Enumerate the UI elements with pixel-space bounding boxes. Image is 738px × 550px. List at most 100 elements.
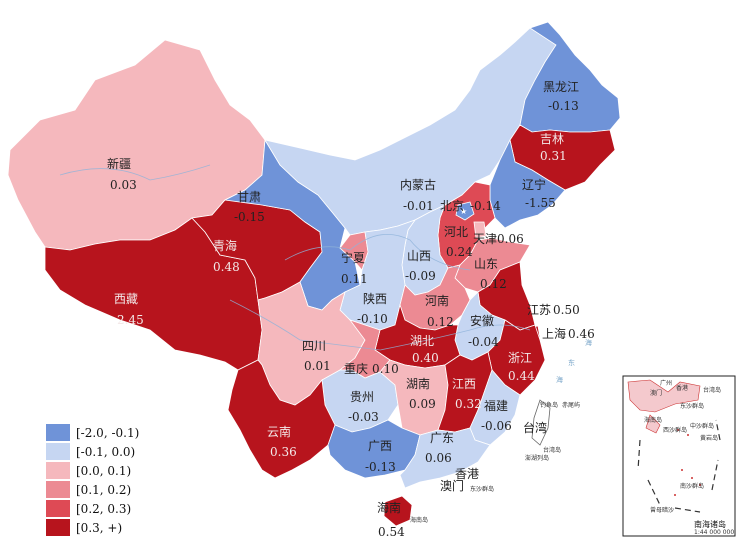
value-xizang: 2.45 <box>117 313 144 327</box>
label-taiwan-island: 台湾岛 <box>543 446 561 454</box>
label-beijing: 北京 <box>440 199 464 213</box>
label-neimenggu: 内蒙古 <box>400 177 436 192</box>
inset-scale: 1:44 000 000 <box>694 529 734 536</box>
value-shanghai: 0.46 <box>568 327 595 341</box>
inset-label-zhongsha: 中沙群岛 <box>690 422 714 430</box>
province-fujian <box>469 369 521 446</box>
legend-swatch <box>46 424 70 441</box>
label-chongqing: 重庆 <box>344 362 368 376</box>
province-beijing <box>455 201 475 221</box>
legend-label: [0.0, 0.1) <box>76 464 131 478</box>
label-penghu: 澎湖列岛 <box>525 454 549 462</box>
legend-swatch <box>46 519 70 536</box>
value-shandong: 0.12 <box>480 277 507 291</box>
label-jiangxi: 江西 <box>452 377 476 391</box>
value-hebei: 0.24 <box>446 245 473 259</box>
legend-label: [-0.1, 0.0) <box>76 445 135 459</box>
river-yangtze <box>229 299 531 351</box>
label-shaanxi: 陕西 <box>363 291 387 306</box>
legend-label: [0.1, 0.2) <box>76 483 131 497</box>
inset-hainan <box>645 414 661 434</box>
label-dongsha: 东沙群岛 <box>470 485 494 493</box>
value-beijing: -0.14 <box>470 199 501 213</box>
label-henan: 河南 <box>425 293 449 308</box>
value-liaoning: -1.55 <box>525 196 556 210</box>
value-tianjin: 0.06 <box>497 232 524 246</box>
river-xinjiang <box>59 164 211 181</box>
label-diaoyu: 钓鱼岛 <box>540 401 558 409</box>
label-liaoning: 辽宁 <box>522 177 546 192</box>
value-neimenggu: -0.01 <box>403 199 434 213</box>
label-shandong: 山东 <box>474 257 498 271</box>
label-tianjin: 天津 <box>473 232 497 246</box>
south-china-sea-inset: 广州 香港 澳门 台湾岛 海南岛 东沙群岛 西沙群岛 中沙群岛 南沙群岛 黄岩岛… <box>622 375 736 537</box>
value-henan: 0.12 <box>427 315 454 329</box>
label-zhejiang: 浙江 <box>508 351 532 365</box>
label-yunnan: 云南 <box>267 424 291 439</box>
label-anhui: 安徽 <box>470 313 494 328</box>
inset-label-taiwan: 台湾岛 <box>703 386 721 394</box>
value-jilin: 0.31 <box>540 149 567 163</box>
legend: [-2.0, -0.1) [-0.1, 0.0) [0.0, 0.1) [0.1, 0… <box>46 424 139 536</box>
label-hainan-island: 海南岛 <box>410 516 428 524</box>
inset-label-hongkong: 香港 <box>676 384 688 392</box>
label-guangdong: 广东 <box>430 431 454 445</box>
label-shanxi: 山西 <box>407 249 431 263</box>
value-hunan: 0.09 <box>409 397 436 411</box>
value-fujian: -0.06 <box>481 419 512 433</box>
value-qinghai: 0.48 <box>213 260 240 274</box>
sea-label-1: 海 <box>585 338 592 347</box>
province-hainan <box>383 495 413 527</box>
legend-label: [0.3, +) <box>76 521 122 535</box>
value-guizhou: -0.03 <box>348 410 379 424</box>
value-gansu: -0.15 <box>234 210 265 224</box>
label-heilongjiang: 黑龙江 <box>543 80 579 94</box>
value-heilongjiang: -0.13 <box>548 99 579 113</box>
value-sichuan: 0.01 <box>304 359 331 373</box>
label-chiwei: 赤尾屿 <box>562 401 580 409</box>
legend-label: [0.2, 0.3) <box>76 502 131 516</box>
legend-swatch <box>46 481 70 498</box>
province-tianjin <box>473 221 487 239</box>
label-hubei: 湖北 <box>410 333 434 348</box>
value-shaanxi: -0.10 <box>357 312 388 326</box>
label-taiwan: 台湾 <box>523 420 547 435</box>
inset-label-nansha: 南沙群岛 <box>680 482 704 490</box>
label-qinghai: 青海 <box>213 238 237 253</box>
label-xinjiang: 新疆 <box>107 156 131 171</box>
value-shanxi: -0.09 <box>405 269 436 283</box>
legend-label: [-2.0, -0.1) <box>76 426 139 440</box>
value-xinjiang: 0.03 <box>110 178 137 192</box>
label-hunan: 湖南 <box>406 376 430 391</box>
inset-boundary <box>637 419 721 513</box>
label-macau: 澳门 <box>440 478 464 493</box>
value-jiangsu: 0.50 <box>553 303 580 317</box>
legend-swatch <box>46 462 70 479</box>
legend-swatch <box>46 500 70 517</box>
inset-label-macau: 澳门 <box>650 389 662 397</box>
province-guangdong <box>399 427 491 489</box>
inset-label-xisha: 西沙群岛 <box>663 426 687 434</box>
label-guangxi: 广西 <box>368 439 392 453</box>
label-sichuan: 四川 <box>302 339 326 353</box>
label-shanghai: 上海 <box>542 326 566 341</box>
label-fujian: 福建 <box>484 398 508 413</box>
value-hainan: 0.54 <box>378 525 405 539</box>
inset-label-zengmu: 曾母暗沙 <box>650 506 674 514</box>
value-guangxi: -0.13 <box>365 460 396 474</box>
legend-swatch <box>46 443 70 460</box>
value-hubei: 0.40 <box>412 351 439 365</box>
label-jilin: 吉林 <box>540 132 564 146</box>
inset-label-guangzhou: 广州 <box>660 379 672 387</box>
label-gansu: 甘肃 <box>237 190 261 204</box>
value-anhui: -0.04 <box>468 335 499 349</box>
value-guangdong: 0.06 <box>425 451 452 465</box>
sea-label-2: 东 <box>568 358 575 367</box>
label-xizang: 西藏 <box>114 292 138 306</box>
value-chongqing: 0.10 <box>372 362 399 376</box>
label-ningxia: 宁夏 <box>341 250 365 265</box>
label-jiangsu: 江苏 <box>527 303 551 317</box>
label-hainan: 海南 <box>377 500 401 515</box>
value-zhejiang: 0.44 <box>508 369 535 383</box>
